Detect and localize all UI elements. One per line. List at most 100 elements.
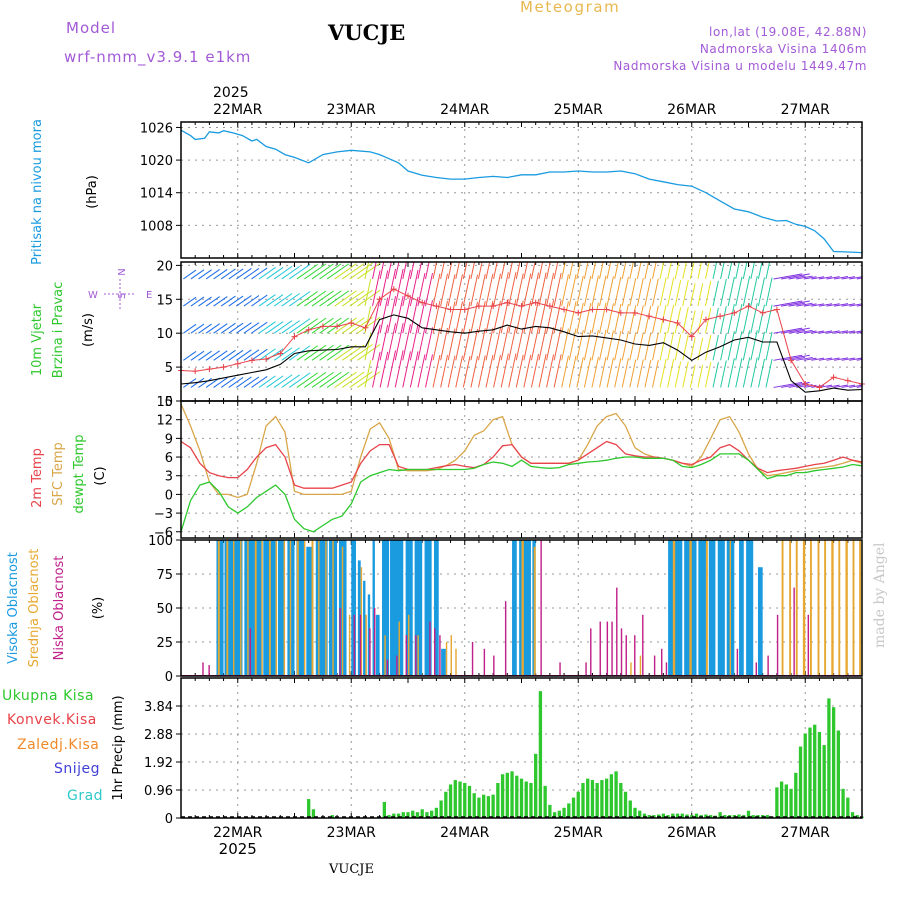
cloud-bar-0: [512, 540, 517, 676]
gust-marker: [263, 355, 270, 362]
gust-marker: [220, 364, 227, 371]
cloud-bar-0: [434, 540, 439, 676]
wind-arrow: [856, 277, 862, 280]
precip-bar: [425, 812, 429, 818]
wind-arrow: [236, 295, 252, 307]
gust-marker: [731, 309, 738, 316]
wind-arrow: [765, 262, 771, 280]
cloud-bar-1: [240, 540, 242, 676]
precip-legend-1: Konvek.Kisa: [7, 712, 97, 728]
gust-marker: [830, 374, 837, 381]
wind-arrow: [803, 357, 817, 361]
compass-cross: [104, 279, 136, 311]
wind-arrow: [583, 262, 589, 280]
precip-bar: [586, 778, 590, 818]
wind-arrow: [652, 332, 659, 361]
precip-bar: [813, 724, 817, 818]
wind-arrow: [455, 355, 463, 388]
bottom-year-label: 2025: [219, 840, 257, 858]
wind-arrow: [447, 328, 456, 361]
wind-arrow: [606, 303, 614, 334]
wind-arrow: [757, 277, 765, 307]
wind-arrow: [236, 376, 252, 388]
wind-arrow: [568, 328, 577, 361]
wind-arrow: [735, 358, 743, 388]
wind-arrow: [183, 351, 197, 361]
precip-bar: [680, 813, 684, 818]
wind-arrow: [561, 274, 569, 307]
cloud-bar-2: [611, 621, 613, 676]
y-tick-label: 3.84: [144, 700, 173, 715]
wind-arrow: [379, 262, 385, 280]
wind-arrow: [220, 377, 236, 388]
wind-arrow: [394, 295, 404, 334]
wind-arrow: [811, 357, 825, 361]
wind-unit: (m/s): [81, 313, 96, 347]
cloud-bar-0: [357, 560, 361, 676]
precip-bar: [647, 815, 651, 818]
wind-arrow: [720, 360, 727, 388]
wind-arrow: [425, 354, 434, 388]
wind-arrow: [849, 276, 862, 280]
cloud-unit: (%): [91, 597, 106, 620]
precip-bar: [581, 783, 585, 818]
wind-arrow: [387, 323, 397, 361]
wind-arrow: [674, 280, 682, 307]
y-tick-label: 12: [156, 414, 173, 429]
precip-bar: [808, 727, 812, 818]
wind-arrow: [477, 328, 486, 361]
precip-bar: [614, 771, 618, 818]
wind-arrow: [289, 291, 311, 307]
cloud-bar-2: [736, 648, 739, 676]
wind-arrow: [523, 273, 532, 307]
wind-arrow: [803, 276, 817, 280]
precip-bar: [382, 801, 387, 818]
cloud-bar-2: [504, 601, 507, 676]
precip-bar: [628, 800, 632, 818]
wind-arrow: [296, 345, 318, 361]
wind-arrow: [781, 300, 810, 307]
panel-frame: [180, 121, 863, 259]
wind-arrow: [417, 354, 426, 388]
wind-title-1: 10m Vjetar: [30, 303, 45, 376]
cloud-bar-0: [698, 540, 706, 676]
cloud-bar-0: [757, 567, 763, 676]
wind-arrow: [773, 273, 803, 280]
precip-bar: [505, 772, 509, 818]
wind-arrow: [636, 359, 644, 388]
wind-arrow: [440, 262, 445, 280]
wind-arrow: [455, 262, 460, 280]
wind-arrow: [349, 289, 373, 307]
wind-arrow: [727, 276, 735, 307]
cloud-bar-1: [450, 635, 452, 676]
cloud-bar-0: [746, 540, 754, 676]
wind-arrow: [644, 359, 652, 388]
wind-arrow: [834, 303, 849, 307]
precip-bar: [534, 753, 538, 818]
wind-arrow: [205, 296, 220, 307]
wind-arrow: [357, 316, 381, 334]
wind-arrow: [689, 364, 696, 388]
cloud-bar-2: [625, 635, 627, 676]
wind-arrow: [289, 263, 311, 280]
cloud-bar-1: [533, 546, 536, 676]
wind-arrow: [614, 358, 622, 388]
wind-arrow: [652, 359, 659, 388]
wind-arrow: [636, 262, 642, 280]
wind-arrow: [349, 371, 373, 388]
wind-arrow: [614, 331, 622, 361]
cloud-bar-2: [665, 662, 668, 676]
precip-bar: [846, 797, 850, 818]
wind-arrow: [281, 320, 300, 334]
wind-arrow: [704, 334, 712, 361]
precip-bar: [411, 810, 415, 818]
precip-bar: [609, 774, 614, 818]
precip-bar: [642, 813, 647, 818]
cloud-bar-2: [616, 587, 618, 676]
wind-arrow: [553, 272, 562, 307]
wind-arrow: [538, 326, 547, 361]
precip-bar: [543, 785, 547, 818]
wind-arrow: [311, 344, 334, 361]
precip-bar: [751, 815, 755, 818]
